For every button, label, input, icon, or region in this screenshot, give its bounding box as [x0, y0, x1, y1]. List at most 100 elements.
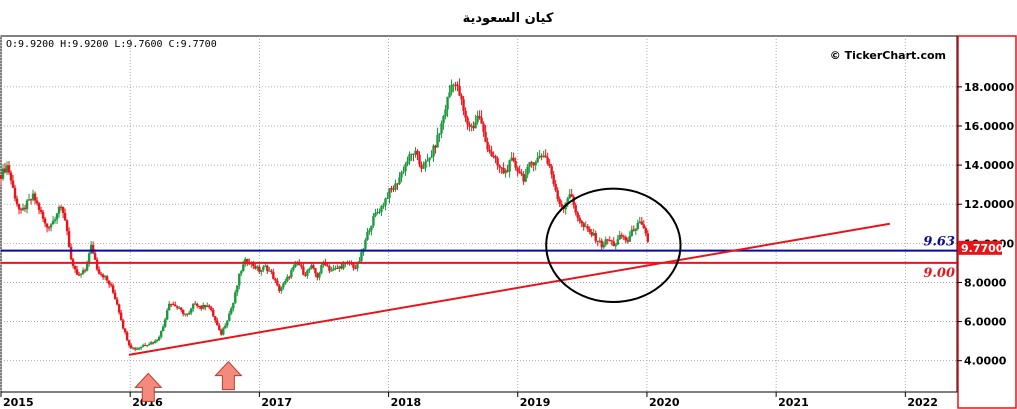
- candle-body: [334, 267, 337, 269]
- candle-body: [474, 122, 477, 129]
- candle-body: [159, 331, 163, 337]
- candle-body: [416, 150, 419, 155]
- candle-body: [314, 268, 317, 274]
- candle-body: [93, 253, 97, 260]
- candle-body: [236, 285, 239, 293]
- candle-body: [540, 155, 543, 157]
- candle-body: [194, 303, 197, 305]
- candle-body: [546, 157, 549, 164]
- y-tick-label: 14.0000: [964, 159, 1014, 172]
- candle-body: [444, 109, 447, 117]
- candle-body: [364, 240, 367, 249]
- candle-body: [478, 116, 481, 118]
- candle-body: [238, 273, 241, 286]
- candle-body: [298, 263, 301, 266]
- candle-body: [35, 200, 39, 204]
- candle-body: [338, 266, 341, 269]
- candle-body: [206, 305, 209, 308]
- candle-body: [268, 270, 271, 272]
- candle-body: [510, 157, 513, 161]
- candle-body: [560, 203, 563, 207]
- candle-body: [492, 155, 495, 157]
- candle-body: [83, 270, 87, 272]
- candle-body: [29, 199, 33, 201]
- candle-body: [256, 266, 259, 269]
- candle-body: [254, 266, 257, 269]
- candle-body: [45, 223, 49, 228]
- candle-body: [352, 263, 355, 268]
- candle-body: [274, 278, 277, 281]
- candle-body: [418, 154, 421, 165]
- candle-body: [115, 299, 119, 305]
- candle-body: [246, 258, 249, 262]
- candle-body: [616, 239, 619, 245]
- candle-body: [47, 227, 51, 229]
- candle-body: [598, 240, 601, 242]
- candle-body: [240, 271, 243, 274]
- candle-body: [628, 235, 631, 242]
- candles: [0, 78, 649, 352]
- highlight-ellipse: [545, 187, 682, 304]
- candle-body: [264, 265, 267, 267]
- candle-body: [63, 213, 67, 221]
- levels: 9.63 9.00 9.7700: [1, 235, 1004, 281]
- candle-body: [230, 308, 233, 314]
- last-price-tag: [958, 240, 1002, 255]
- watermark: © TickerChart.com: [830, 49, 946, 62]
- candle-body: [294, 264, 297, 267]
- candle-body: [374, 212, 377, 216]
- candle-body: [73, 265, 77, 270]
- candle-body: [582, 223, 585, 227]
- candle-body: [105, 276, 109, 281]
- candle-body: [87, 253, 91, 264]
- candle-body: [180, 307, 183, 311]
- candle-body: [356, 263, 359, 269]
- candle-body: [330, 270, 333, 272]
- candle-body: [182, 310, 185, 314]
- candle-body: [638, 221, 641, 224]
- candle-body: [151, 342, 155, 344]
- candle-body: [31, 193, 35, 200]
- x-tick-label: 2020: [649, 396, 680, 409]
- y-axis: 4.00006.00008.000010.000012.000014.00001…: [1, 81, 1014, 368]
- candle-body: [131, 347, 135, 349]
- candle-body: [244, 258, 247, 265]
- candle-body: [422, 167, 425, 169]
- candle-body: [550, 166, 553, 175]
- up-arrow-icon: [134, 372, 163, 402]
- candle-body: [196, 303, 199, 307]
- candle-body: [354, 267, 357, 269]
- candle-body: [198, 306, 201, 308]
- candle-body: [202, 304, 205, 309]
- y-tick-label: 6.0000: [964, 316, 1007, 329]
- last-price-label: 9.7700: [961, 242, 1004, 255]
- y-tick-label: 12.0000: [964, 198, 1014, 211]
- candle-body: [147, 344, 151, 346]
- candle-body: [121, 320, 125, 329]
- candle-body: [192, 303, 195, 309]
- candle-body: [534, 162, 537, 166]
- candle-body: [426, 160, 429, 162]
- candle-body: [300, 265, 303, 267]
- candle-body: [161, 326, 165, 332]
- candle-body: [382, 205, 385, 207]
- candle-body: [432, 145, 435, 157]
- candle-body: [318, 272, 321, 278]
- candle-body: [580, 220, 583, 224]
- candle-body: [326, 265, 329, 267]
- candle-body: [618, 234, 621, 240]
- candle-body: [456, 84, 459, 87]
- candle-body: [204, 304, 207, 308]
- candle-body: [316, 273, 319, 278]
- candle-body: [610, 240, 613, 242]
- candle-body: [536, 157, 539, 163]
- candle-body: [149, 342, 153, 345]
- candle-body: [460, 95, 463, 100]
- x-tick-label: 2022: [907, 396, 938, 409]
- candle-body: [538, 155, 541, 158]
- candle-body: [166, 310, 169, 320]
- candle-body: [1, 168, 5, 179]
- candle-body: [85, 263, 89, 271]
- candle-body: [226, 320, 229, 326]
